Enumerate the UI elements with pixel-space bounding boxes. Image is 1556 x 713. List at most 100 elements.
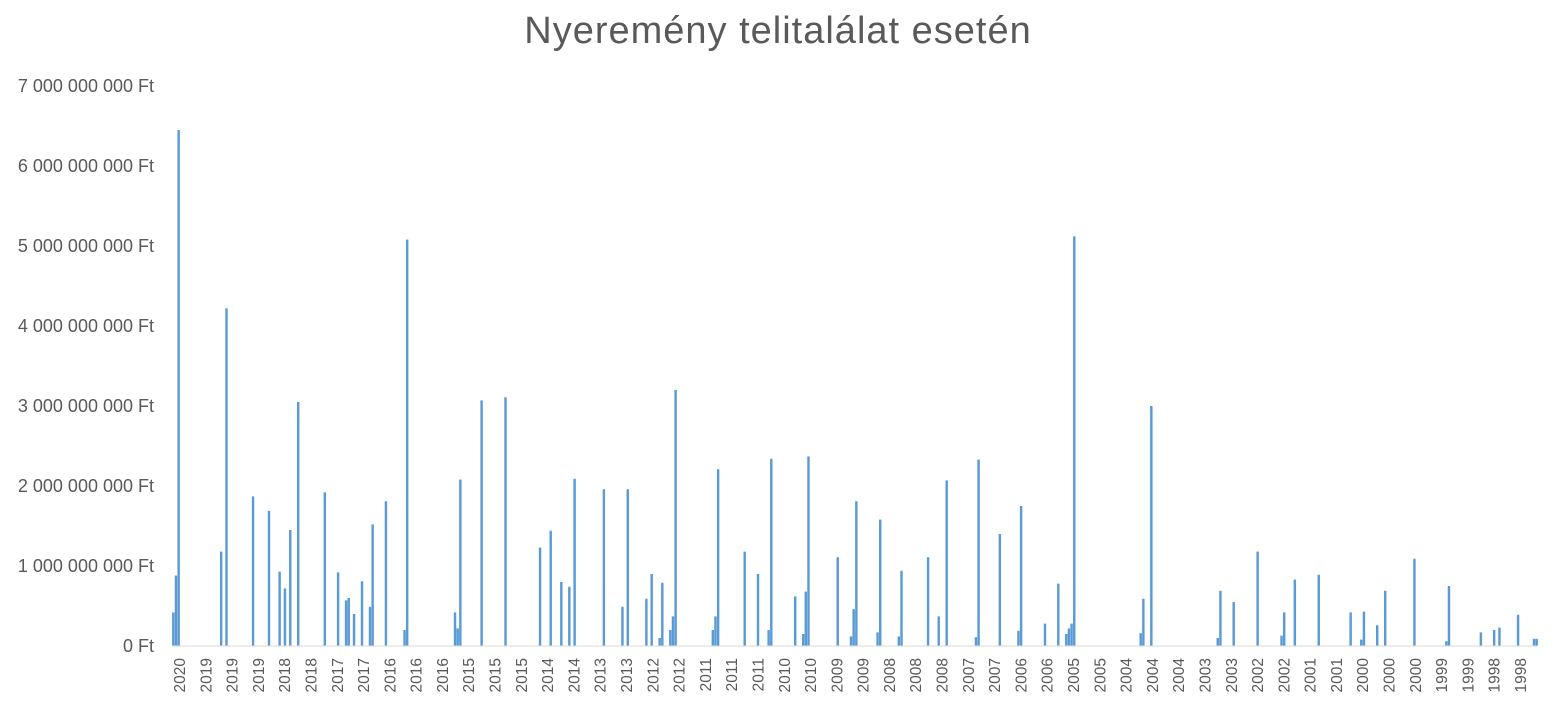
bar [897,636,901,646]
bar [974,637,978,646]
bar [1360,639,1363,646]
bar [945,480,948,646]
bar [852,609,855,646]
bar [807,456,810,646]
bar [1280,635,1283,646]
bar [1073,236,1076,646]
bar [1150,406,1153,646]
x-tick-label: 1999 [1460,658,1477,692]
bar [714,616,717,646]
x-tick-label: 2013 [593,658,610,692]
bar [1447,586,1451,646]
bar [998,534,1002,646]
x-tick-label: 2017 [356,658,373,692]
x-tick-label: 2011 [698,658,715,691]
bar [711,630,715,646]
bar [669,630,672,646]
bar [1256,551,1259,646]
bar [1057,583,1060,646]
x-tick-label: 2007 [961,658,978,692]
x-tick-label: 2004 [1119,658,1136,693]
bar [836,557,839,646]
bar [549,530,552,646]
bar [1498,627,1501,646]
x-tick-label: 2018 [277,658,294,692]
bar [650,574,653,646]
x-tick-label: 2012 [672,658,689,692]
bar [174,575,178,646]
x-tick-label: 2010 [803,658,820,693]
bar [1232,602,1235,646]
bar [347,598,350,646]
bar [1216,638,1219,646]
x-tick-label: 2003 [1198,658,1215,692]
bar [801,634,805,646]
bar [1413,558,1416,646]
bar [1383,590,1387,646]
bar [937,616,940,646]
x-tick-label: 2000 [1355,658,1372,693]
x-tick-label: 2011 [724,658,741,691]
x-tick-label: 2006 [1013,658,1030,692]
bar [352,614,356,646]
y-axis-labels: 0 Ft 1 000 000 000 Ft 2 000 000 000 Ft 3 00… [18,76,154,656]
bar [568,586,571,646]
x-tick-label: 2002 [1276,658,1293,692]
bar [1362,611,1366,646]
x-tick-label: 2008 [908,658,925,692]
x-tick-label: 2005 [1092,658,1109,692]
x-tick-label: 2004 [1171,658,1188,693]
bar [405,239,409,646]
bar [573,478,576,646]
bar [368,606,372,646]
bar [767,630,770,646]
x-tick-label: 2018 [304,658,321,692]
bar [621,606,624,646]
bar [770,458,773,646]
x-tick-label: 2014 [566,658,583,693]
x-tick-label: 2010 [777,658,794,693]
x-tick-label: 1999 [1434,658,1451,692]
bar [977,459,980,646]
bar [849,636,853,646]
x-tick-label: 2015 [488,658,505,692]
bar [456,628,459,646]
bar [716,469,720,646]
y-tick-label: 1 000 000 000 Ft [18,556,154,576]
bar [661,582,664,646]
bar [1375,625,1379,646]
x-tick-label: 2006 [1040,658,1057,692]
bar [172,612,175,646]
bar [360,581,364,646]
bar [1142,598,1145,646]
bar [1492,630,1496,646]
x-tick-label: 2009 [856,658,873,692]
bar [453,612,457,646]
bar [756,574,760,646]
x-tick-label: 2015 [514,658,531,692]
bar [336,572,340,646]
bar [743,551,746,646]
bar [1535,638,1538,646]
bar [1532,638,1536,646]
bar [344,600,348,646]
bar [671,616,675,646]
bar [1065,634,1068,646]
x-tick-label: 2002 [1250,658,1267,692]
y-tick-label: 0 Ft [123,636,154,656]
bar [283,588,287,646]
bar [1349,612,1352,646]
x-tick-label: 1998 [1513,658,1530,692]
bar [804,591,808,646]
x-tick-label: 2011 [751,658,768,691]
bar [1017,630,1020,646]
bar [278,571,281,646]
y-tick-label: 6 000 000 000 Ft [18,156,154,176]
bar [1479,632,1483,646]
bar [371,524,374,646]
bar [1516,614,1520,646]
y-tick-label: 7 000 000 000 Ft [18,76,154,96]
x-tick-label: 2019 [225,658,242,692]
bar [674,390,677,646]
